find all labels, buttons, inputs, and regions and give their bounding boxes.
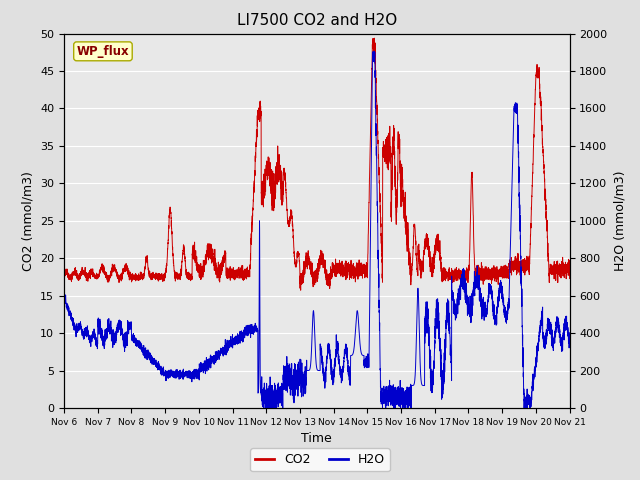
CO2 — [152, 273, 159, 278]
CO2 — [60, 271, 68, 276]
CO2 — [476, 269, 484, 275]
H2O — [438, 368, 445, 374]
H2O — [260, 405, 268, 411]
Legend: CO2, H2O: CO2, H2O — [250, 448, 390, 471]
H2O — [152, 357, 159, 363]
H2O — [364, 364, 371, 370]
CO2 — [389, 139, 397, 144]
H2O — [566, 340, 573, 346]
Title: LI7500 CO2 and H2O: LI7500 CO2 and H2O — [237, 13, 397, 28]
Line: CO2: CO2 — [64, 38, 570, 290]
H2O — [60, 292, 68, 298]
CO2 — [297, 288, 305, 293]
H2O — [253, 326, 261, 332]
CO2 — [253, 113, 261, 119]
X-axis label: Time: Time — [301, 432, 332, 445]
CO2 — [371, 36, 378, 41]
H2O — [371, 48, 378, 54]
Y-axis label: H2O (mmol/m3): H2O (mmol/m3) — [613, 170, 626, 271]
CO2 — [438, 264, 445, 270]
H2O — [389, 387, 397, 393]
Line: H2O: H2O — [64, 51, 570, 408]
Y-axis label: CO2 (mmol/m3): CO2 (mmol/m3) — [22, 171, 35, 271]
CO2 — [364, 261, 371, 267]
H2O — [476, 291, 484, 297]
Text: WP_flux: WP_flux — [77, 45, 129, 58]
CO2 — [566, 276, 573, 281]
